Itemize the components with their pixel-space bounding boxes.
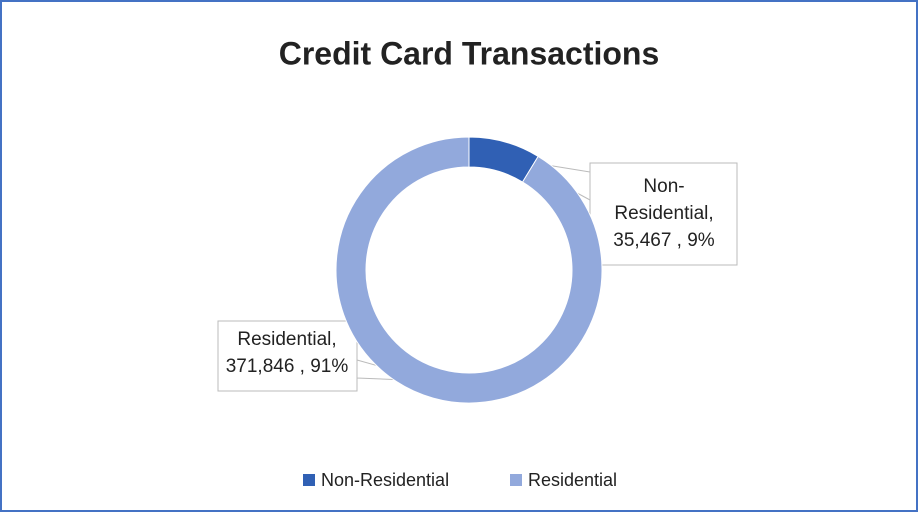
- data-label: 371,846 , 91%: [226, 356, 349, 377]
- data-label: Non-: [643, 176, 684, 197]
- data-label: Residential,: [614, 203, 713, 224]
- legend-swatch: [303, 474, 315, 486]
- legend-label: Residential: [528, 470, 617, 490]
- legend-label: Non-Residential: [321, 470, 449, 490]
- donut-slice: [335, 136, 603, 404]
- legend-swatch: [510, 474, 522, 486]
- chart-title: Credit Card Transactions: [279, 35, 660, 71]
- data-label: Residential,: [237, 329, 336, 350]
- label-box: [217, 320, 358, 392]
- data-label: 35,467 , 9%: [613, 230, 715, 251]
